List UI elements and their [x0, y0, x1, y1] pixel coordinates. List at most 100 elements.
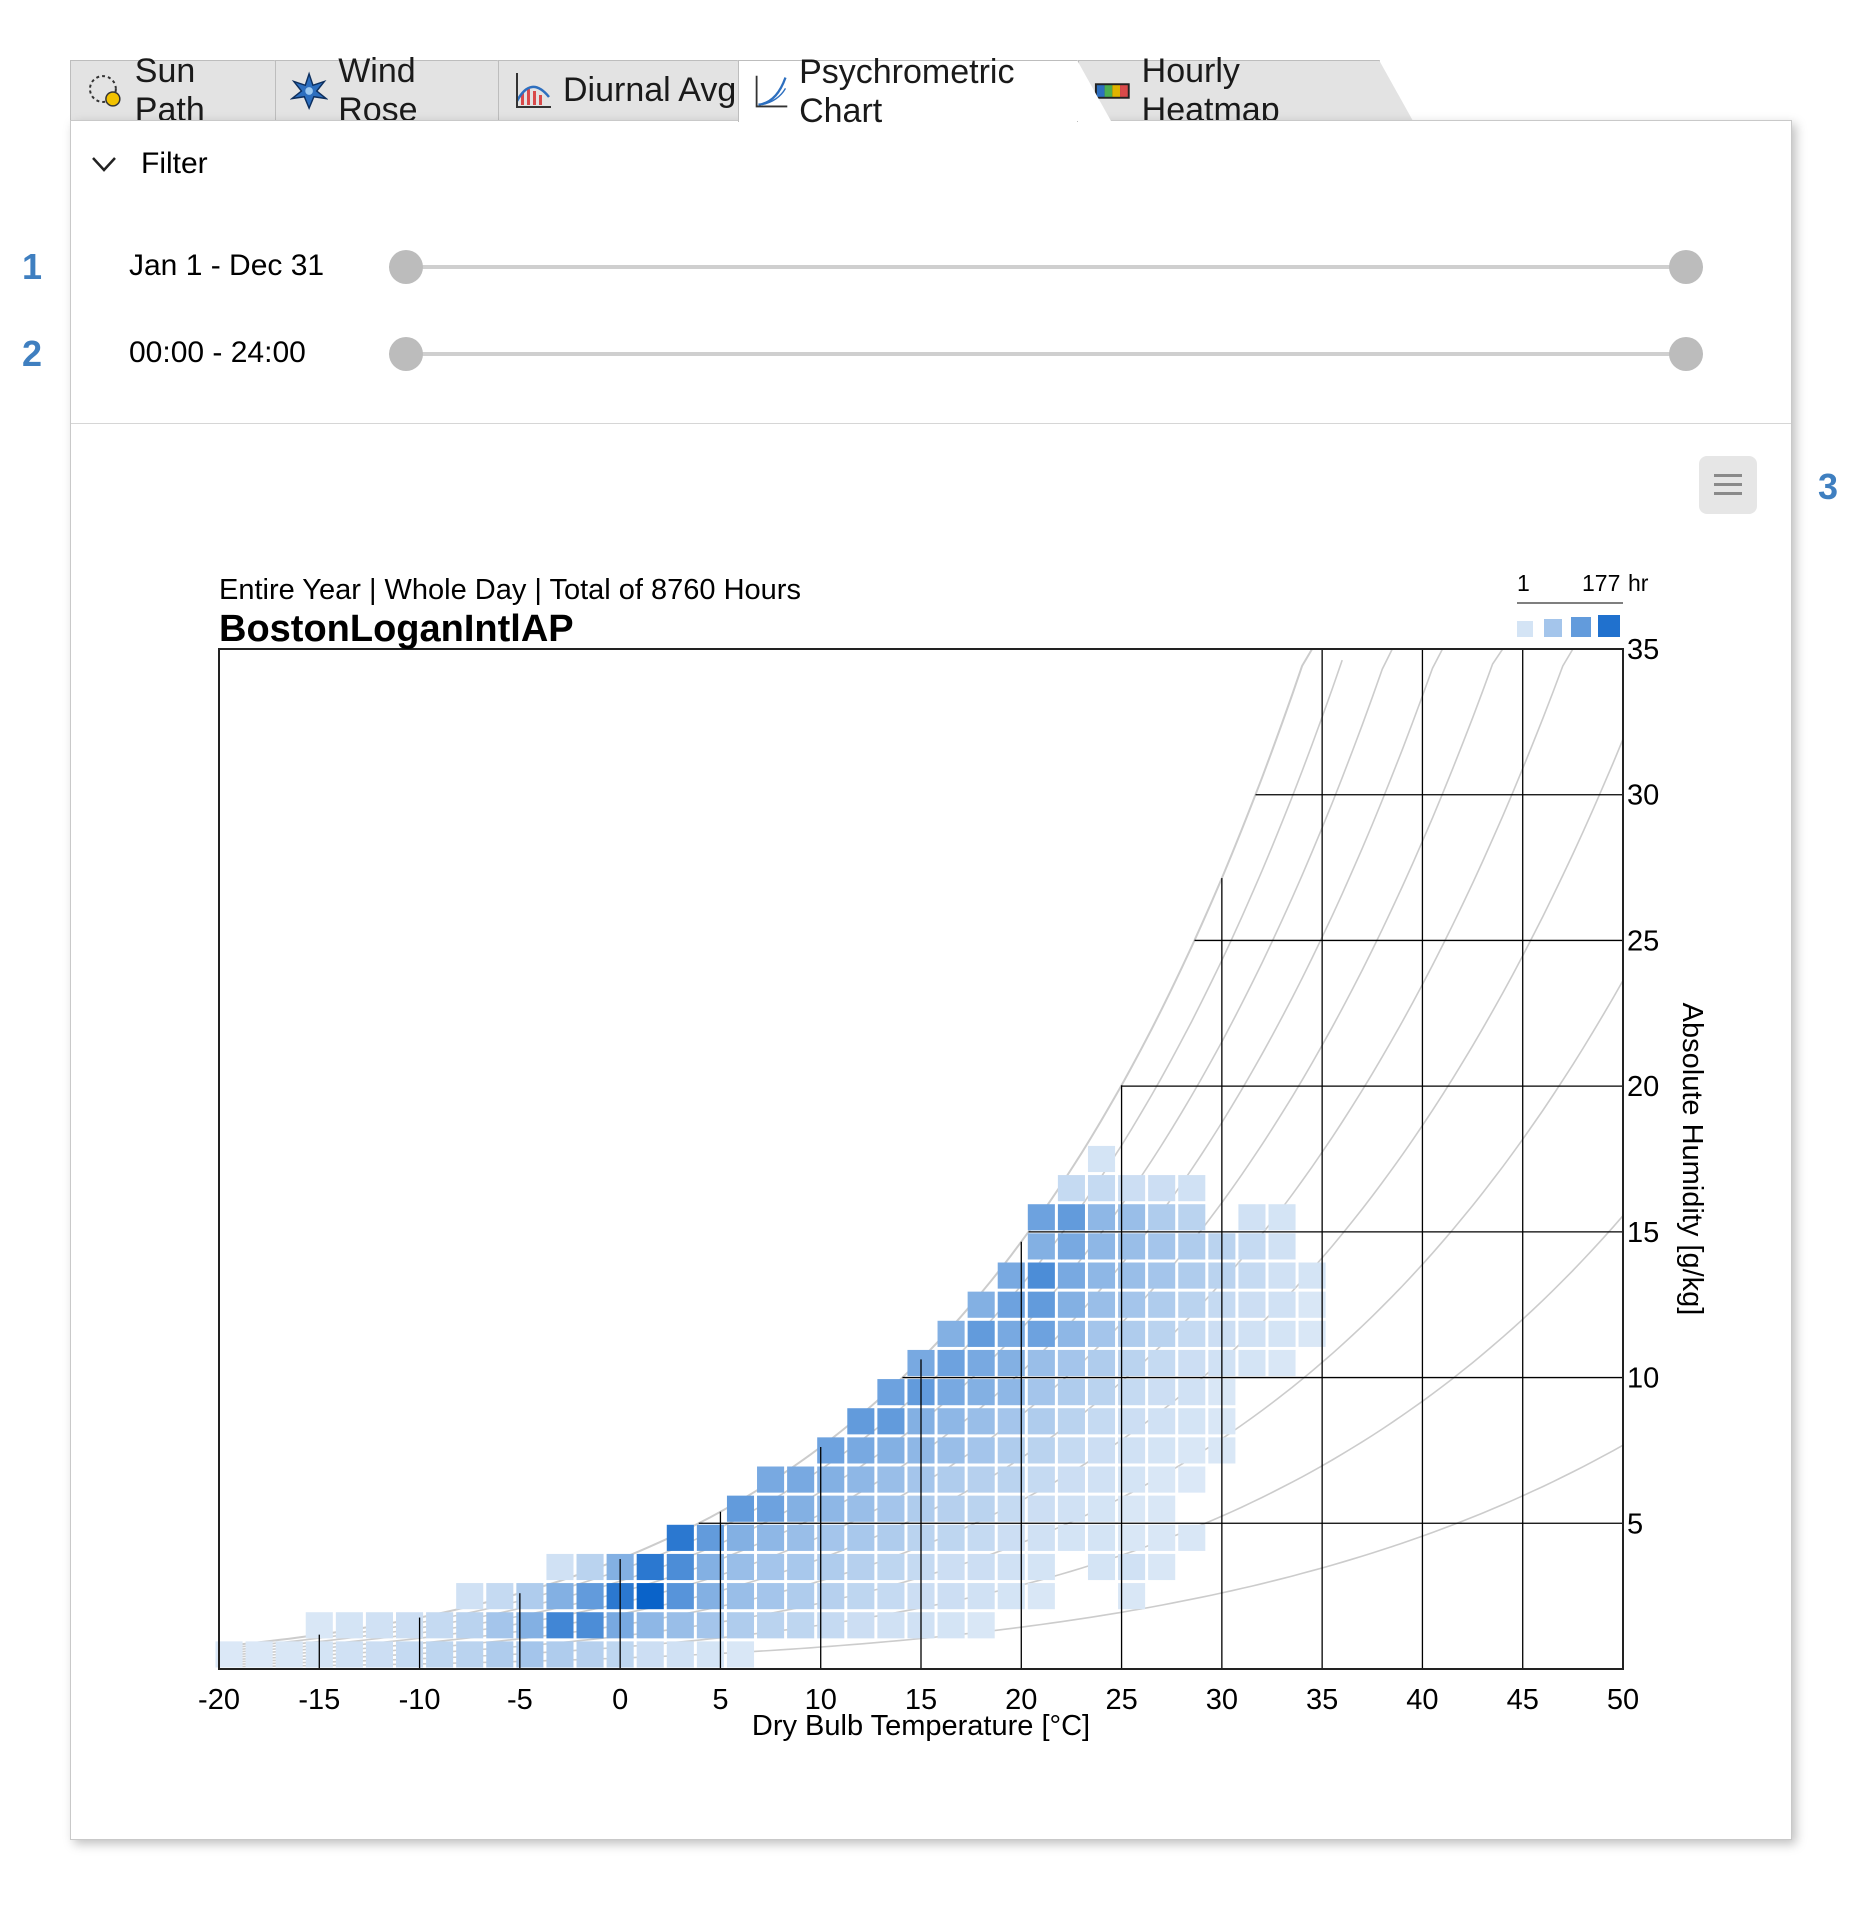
heatmap-cell	[1148, 1291, 1176, 1318]
tab-wind-rose[interactable]: Wind Rose	[275, 52, 531, 129]
heatmap-cell	[1178, 1291, 1206, 1318]
heatmap-cell	[1238, 1320, 1266, 1347]
x-tick-label: 0	[612, 1684, 628, 1716]
heatmap-cell	[726, 1495, 755, 1522]
heatmap-cell	[757, 1524, 785, 1551]
heatmap-cell	[546, 1583, 574, 1610]
heatmap-cell	[1118, 1379, 1146, 1406]
x-tick-label: 40	[1406, 1684, 1438, 1716]
heatmap-cell	[1027, 1553, 1055, 1581]
y-tick-label: 15	[1627, 1217, 1659, 1249]
heatmap-cell	[787, 1612, 815, 1639]
heatmap-cell	[1268, 1233, 1296, 1260]
y-tick-label: 5	[1627, 1508, 1643, 1540]
tab-hourly-heatmap[interactable]: Hourly Heatmap	[1078, 52, 1413, 129]
heatmap-cell	[365, 1641, 393, 1668]
heatmap-cell	[967, 1466, 995, 1493]
time-range-slider[interactable]	[389, 334, 1703, 374]
heatmap-cell	[1087, 1175, 1116, 1202]
heatmap-cell	[696, 1612, 724, 1639]
x-tick-label: 50	[1607, 1684, 1639, 1716]
heatmap-cell	[997, 1262, 1025, 1289]
heatmap-cell	[1148, 1349, 1176, 1377]
heatmap-cell	[636, 1583, 664, 1610]
heatmap-cell	[1087, 1233, 1116, 1260]
plot-frame	[218, 648, 1624, 1670]
y-tick-label: 10	[1627, 1363, 1659, 1395]
chart-subtitle: Entire Year | Whole Day | Total of 8760 …	[219, 574, 801, 606]
heatmap-cell	[696, 1641, 724, 1668]
heatmap-cell	[1148, 1379, 1176, 1406]
filter-toggle[interactable]: Filter	[89, 147, 208, 181]
heatmap-cell	[666, 1641, 694, 1668]
heatmap-cell	[666, 1553, 694, 1581]
x-tick-label: 15	[905, 1684, 937, 1716]
heatmap-cell	[1027, 1233, 1055, 1260]
x-tick-label: 30	[1206, 1684, 1238, 1716]
heatmap-cell	[1057, 1437, 1085, 1464]
y-tick-label: 20	[1627, 1071, 1659, 1103]
heatmap-cells	[215, 1145, 1326, 1668]
heatmap-cell	[1148, 1466, 1176, 1493]
time-start-handle[interactable]	[389, 337, 423, 371]
heatmap-cell	[726, 1553, 755, 1581]
time-range-label: 00:00 - 24:00	[129, 336, 306, 369]
tab-sun-path[interactable]: Sun Path	[70, 52, 308, 129]
tab-psychrometric-chart[interactable]: Psychrometric Chart	[738, 53, 1111, 130]
tab-label: Psychrometric Chart	[799, 52, 1015, 130]
heatmap-cell	[546, 1612, 574, 1639]
heatmap-cell	[1057, 1175, 1085, 1202]
heatmap-cell	[1087, 1553, 1116, 1581]
chevron-down-icon	[92, 157, 116, 172]
heatmap-cell	[847, 1466, 875, 1493]
heatmap-cell	[1087, 1524, 1116, 1551]
tab-bar: Sun Path Wind Rose Diurnal Avg Psychrome…	[70, 52, 1710, 130]
heatmap-cell	[787, 1583, 815, 1610]
x-axis-ticks: -20 -15 -10 -5 0 5 10 15 20 25 30 35 40 45 50	[198, 1684, 1639, 1716]
heatmap-cell	[877, 1524, 905, 1551]
heatmap-cell	[937, 1583, 965, 1610]
heatmap-cell	[1027, 1379, 1055, 1406]
heatmap-cell	[666, 1583, 694, 1610]
heatmap-cell	[486, 1583, 514, 1610]
heatmap-cell	[757, 1466, 785, 1493]
heatmap-cell	[1298, 1291, 1326, 1318]
date-end-handle[interactable]	[1669, 250, 1703, 284]
chart-menu-button[interactable]	[1699, 456, 1757, 514]
heatmap-cell	[997, 1291, 1025, 1318]
heatmap-cell	[1148, 1175, 1176, 1202]
heatmap-cell	[967, 1320, 995, 1347]
time-end-handle[interactable]	[1669, 337, 1703, 371]
tab-diurnal-avg[interactable]: Diurnal Avg	[498, 60, 771, 121]
heatmap-cell	[1087, 1204, 1116, 1231]
heatmap-cell	[1087, 1437, 1116, 1464]
heatmap-cell	[1118, 1320, 1146, 1347]
heatmap-cell	[1148, 1408, 1176, 1435]
heatmap-cell	[1087, 1320, 1116, 1347]
date-range-slider[interactable]	[389, 247, 1703, 287]
heatmap-cell	[426, 1641, 454, 1668]
heatmap-cell	[456, 1641, 484, 1668]
heatmap-cell	[817, 1466, 845, 1493]
heatmap-cell	[757, 1583, 785, 1610]
heatmap-cell	[997, 1583, 1025, 1610]
heatmap-cell	[335, 1641, 363, 1668]
heatmap-cell	[967, 1408, 995, 1435]
heatmap-cell	[396, 1612, 424, 1639]
heatmap-cell	[396, 1641, 424, 1668]
sun-path-icon	[88, 74, 121, 107]
heatmap-cell	[576, 1583, 604, 1610]
hamburger-menu-icon	[1714, 474, 1742, 495]
heatmap-cell	[1118, 1408, 1146, 1435]
heatmap-cell	[847, 1495, 875, 1522]
heatmap-cell	[967, 1379, 995, 1406]
heatmap-cell	[426, 1612, 454, 1639]
x-tick-label: 20	[1005, 1684, 1037, 1716]
chart-legend: 1 177 hr	[1517, 570, 1649, 637]
heatmap-cell	[335, 1612, 363, 1639]
x-tick-label: 45	[1507, 1684, 1539, 1716]
heatmap-cell	[937, 1466, 965, 1493]
heatmap-cell	[787, 1495, 815, 1522]
heatmap-cell	[1118, 1437, 1146, 1464]
date-start-handle[interactable]	[389, 250, 423, 284]
